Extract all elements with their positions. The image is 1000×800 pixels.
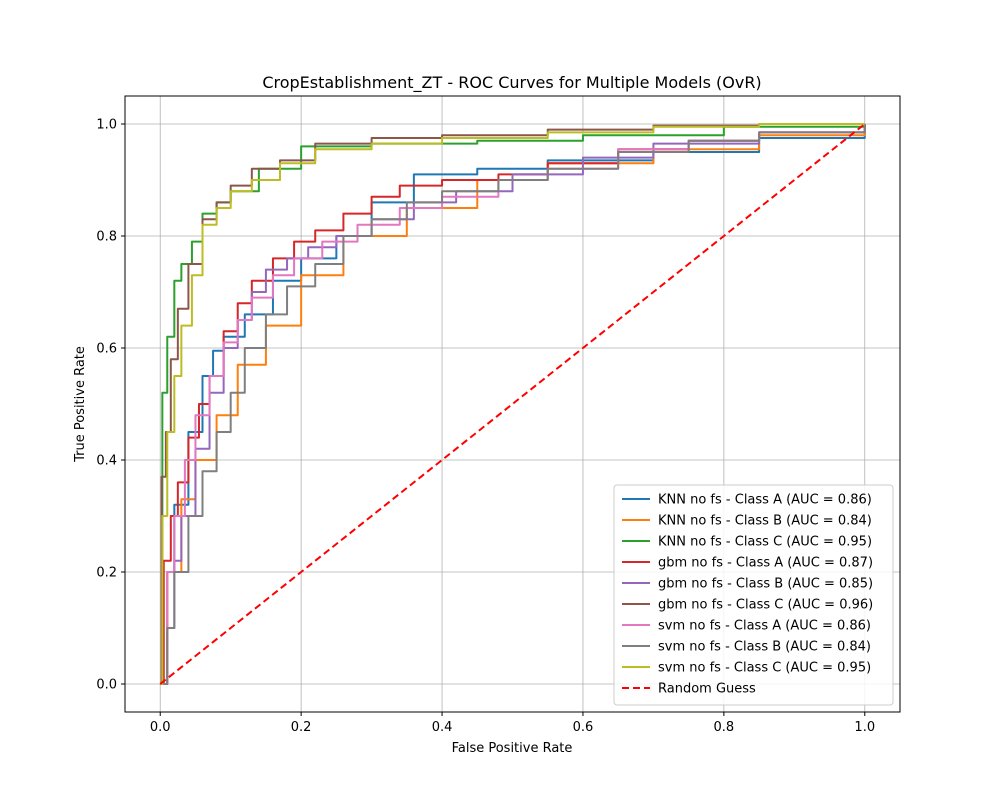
legend-label: KNN no fs - Class C (AUC = 0.95) (658, 535, 872, 550)
ticks: 0.0 0.2 0.4 0.6 0.8 1.0 0.0 0.2 0.4 0.6 0.8 1.0 (96, 118, 875, 736)
x-tick-label: 0.8 (714, 720, 735, 735)
plot-frame (124, 95, 901, 713)
x-tick-label: 0.4 (432, 720, 453, 735)
y-tick-label: 1.0 (96, 118, 117, 133)
y-tick-label: 0.0 (96, 678, 117, 693)
y-tick-label: 0.2 (96, 566, 117, 581)
legend-box (613, 484, 894, 706)
x-axis-label: False Positive Rate (452, 741, 573, 756)
x-tick-label: 0.0 (150, 720, 171, 735)
legend-label: svm no fs - Class B (AUC = 0.84) (658, 640, 871, 655)
y-tick-label: 0.8 (96, 230, 117, 245)
roc-curve-8 (160, 123, 865, 685)
y-axis-label: True Positive Rate (73, 346, 88, 463)
y-tick-label: 0.6 (96, 342, 117, 357)
chart-title: CropEstablishment_ZT - ROC Curves for Mu… (262, 73, 761, 93)
legend-label: gbm no fs - Class C (AUC = 0.96) (658, 598, 873, 613)
legend-label: KNN no fs - Class A (AUC = 0.86) (658, 493, 872, 508)
legend-label: gbm no fs - Class A (AUC = 0.87) (658, 556, 873, 571)
legend-label: svm no fs - Class C (AUC = 0.95) (658, 661, 871, 676)
legend-label: Random Guess (658, 682, 756, 697)
legend-label: svm no fs - Class A (AUC = 0.86) (658, 619, 871, 634)
legend-label: gbm no fs - Class B (AUC = 0.85) (658, 577, 873, 592)
x-tick-label: 0.6 (573, 720, 594, 735)
roc-curve-7 (160, 124, 866, 685)
x-tick-label: 1.0 (854, 720, 875, 735)
legend-label: KNN no fs - Class B (AUC = 0.84) (658, 514, 872, 529)
series-group (159, 123, 866, 685)
y-tick-label: 0.4 (96, 454, 117, 469)
roc-curve-9 (159, 123, 866, 685)
legend: KNN no fs - Class A (AUC = 0.86) KNN no f… (613, 484, 894, 706)
x-tick-label: 0.2 (291, 720, 312, 735)
roc-curve-3 (160, 124, 866, 685)
